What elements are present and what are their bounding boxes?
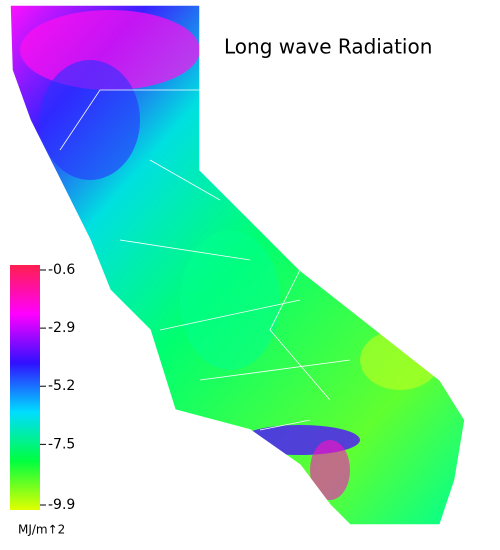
- california: [9, 4, 466, 526]
- colorbar: [10, 265, 40, 510]
- colorbar-unit: MJ/m↑2: [18, 523, 65, 537]
- colorbar-tick-label: -7.5: [48, 436, 75, 452]
- colorbar-tick-label: -5.2: [48, 378, 75, 394]
- colorbar-tick-label: -9.9: [48, 497, 75, 513]
- colorbar-tick-label: -0.6: [48, 262, 75, 278]
- colorbar-tick-label: -2.9: [48, 320, 75, 336]
- title: Long wave Radiation: [224, 35, 432, 59]
